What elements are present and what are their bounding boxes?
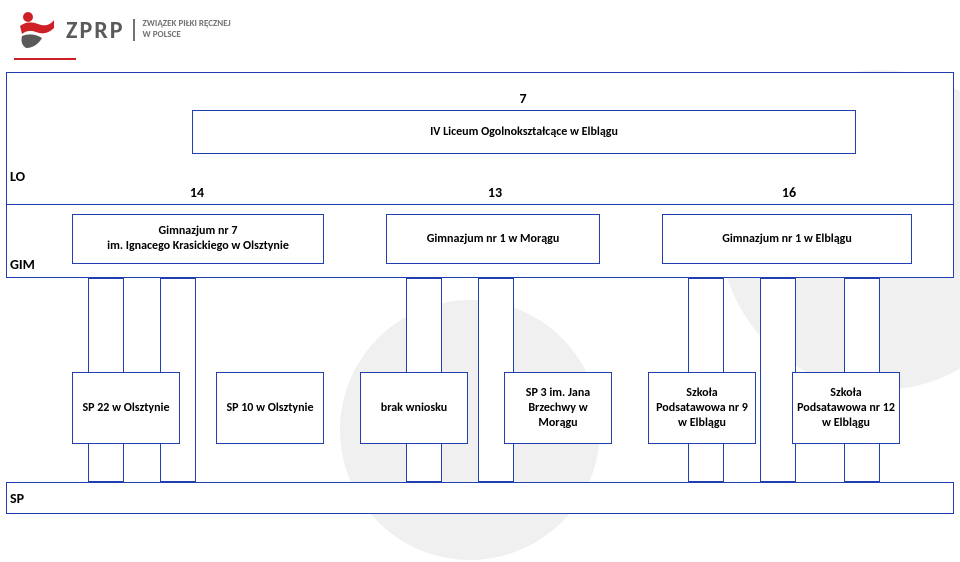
lo-box: IV Liceum Ogolnokształcące w Elblągu bbox=[192, 110, 856, 154]
sp-box-1: SP 22 w Olsztynie bbox=[72, 372, 180, 444]
gim-left-line2: im. Ignacego Krasickiego w Olsztynie bbox=[107, 239, 289, 254]
number-14: 14 bbox=[182, 184, 212, 201]
gim-box-left: Gimnazjum nr 7 im. Ignacego Krasickiego … bbox=[72, 214, 324, 264]
sp-outer-box bbox=[6, 482, 954, 514]
label-lo: LO bbox=[10, 168, 25, 185]
logo-underline bbox=[14, 58, 76, 60]
sp-box-3: brak wniosku bbox=[360, 372, 468, 444]
sp-box-6: Szkoła Podsatawowa nr 12 w Elblągu bbox=[792, 372, 900, 444]
logo-subtitle: ZWIĄZEK PIŁKI RĘCZNEJ W POLSCE bbox=[133, 19, 231, 41]
label-gim: GIM bbox=[10, 256, 35, 273]
number-16: 16 bbox=[774, 184, 804, 201]
sp-box-2: SP 10 w Olsztynie bbox=[216, 372, 324, 444]
gim-left-line1: Gimnazjum nr 7 bbox=[107, 224, 289, 239]
sp-box-4: SP 3 im. Jana Brzechwy w Morągu bbox=[504, 372, 612, 444]
logo-sub-line2: W POLSCE bbox=[143, 30, 231, 41]
gim-box-right: Gimnazjum nr 1 w Elblągu bbox=[662, 214, 912, 264]
stem-6 bbox=[760, 278, 796, 482]
sp-box-5: Szkoła Podsatawowa nr 9 w Elblągu bbox=[648, 372, 756, 444]
logo: ZPRP ZWIĄZEK PIŁKI RĘCZNEJ W POLSCE bbox=[14, 8, 231, 52]
number-top: 7 bbox=[508, 90, 538, 107]
logo-icon bbox=[14, 8, 58, 52]
logo-title: ZPRP bbox=[66, 16, 125, 45]
label-sp: SP bbox=[10, 490, 24, 507]
gim-box-mid: Gimnazjum nr 1 w Morągu bbox=[386, 214, 600, 264]
number-13: 13 bbox=[480, 184, 510, 201]
